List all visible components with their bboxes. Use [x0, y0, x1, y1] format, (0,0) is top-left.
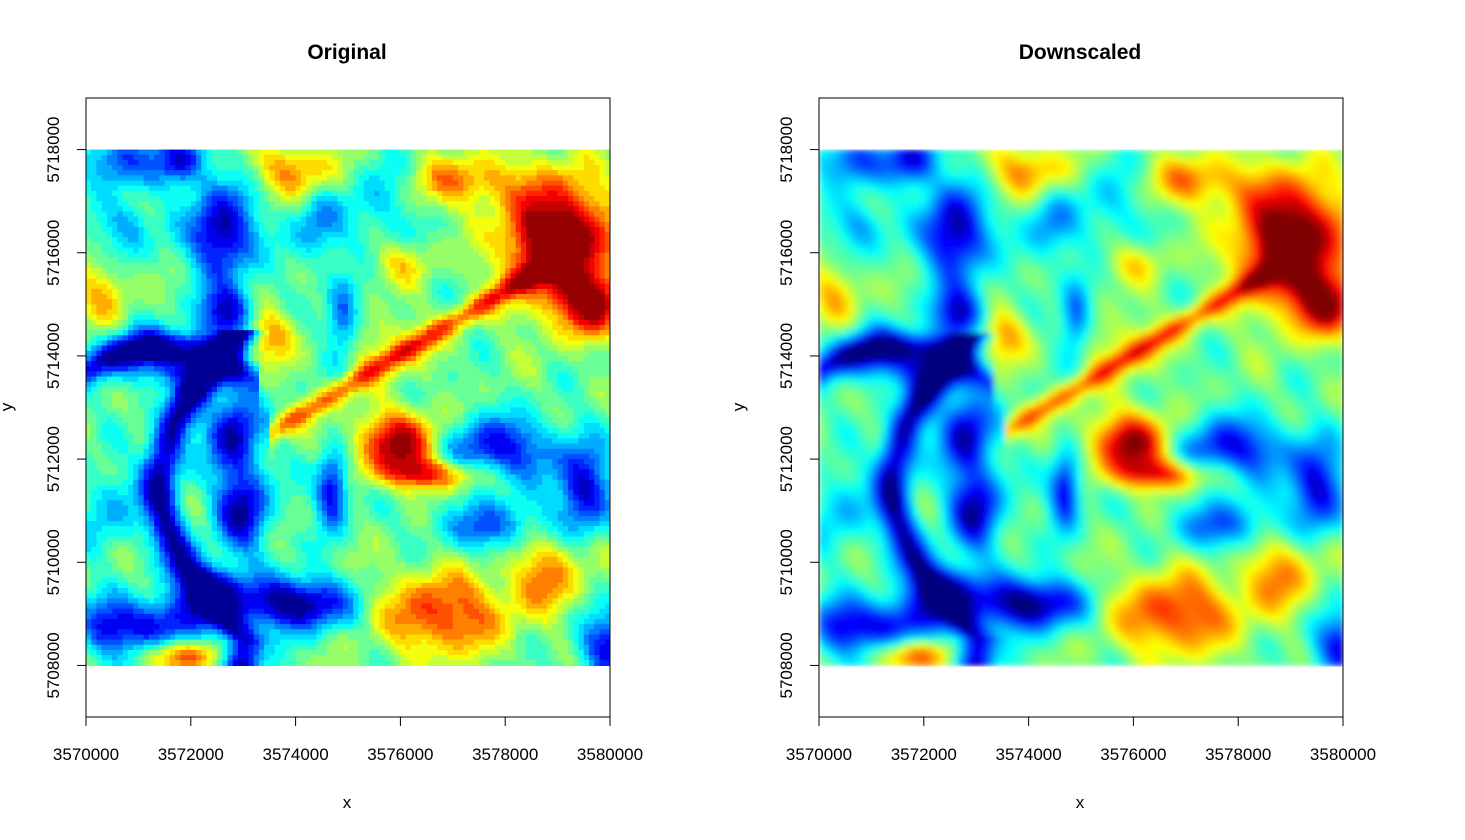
x-axis-label-downscaled: x — [1076, 793, 1085, 812]
x-tick-label: 3580000 — [1310, 745, 1376, 764]
raster-downscaled — [819, 149, 1343, 667]
y-axis-label-downscaled: y — [729, 402, 748, 411]
x-tick-label: 3580000 — [577, 745, 643, 764]
raster-original — [86, 149, 610, 667]
y-tick-label: 5708000 — [777, 632, 796, 698]
y-tick-label: 5716000 — [777, 220, 796, 286]
y-tick-label: 5714000 — [44, 323, 63, 389]
y-tick-label: 5716000 — [44, 220, 63, 286]
x-tick-label: 3570000 — [786, 745, 852, 764]
panel-original: Original 3570000 3572000 3574000 3576000 357… — [0, 41, 643, 812]
y-axis-label-original: y — [0, 402, 16, 411]
y-tick-label: 5714000 — [777, 323, 796, 389]
y-tick-label: 5718000 — [777, 116, 796, 182]
x-tick-label: 3576000 — [1100, 745, 1166, 764]
y-tick-label: 5710000 — [777, 529, 796, 595]
x-tick-label: 3574000 — [263, 745, 329, 764]
y-tick-label: 5708000 — [44, 632, 63, 698]
x-tick-label: 3578000 — [1205, 745, 1271, 764]
x-tick-label: 3572000 — [891, 745, 957, 764]
x-axis-original: 3570000 3572000 3574000 3576000 3578000 35800… — [53, 716, 643, 764]
x-axis-downscaled: 3570000 3572000 3574000 3576000 3578000 35800… — [786, 716, 1376, 764]
y-axis-downscaled: 5708000 5710000 5712000 5714000 5716000 57180… — [777, 116, 820, 699]
x-tick-label: 3570000 — [53, 745, 119, 764]
x-tick-label: 3574000 — [996, 745, 1062, 764]
x-tick-label: 3572000 — [158, 745, 224, 764]
y-tick-label: 5712000 — [777, 426, 796, 492]
x-tick-label: 3578000 — [472, 745, 538, 764]
y-axis-original: 5708000 5710000 5712000 5714000 5716000 57180… — [44, 116, 87, 699]
x-tick-label: 3576000 — [367, 745, 433, 764]
panel-downscaled: Downscaled 3570000 3572000 3574000 3576000 3… — [729, 41, 1376, 812]
y-tick-label: 5718000 — [44, 116, 63, 182]
chart-title-downscaled: Downscaled — [1019, 41, 1142, 64]
y-tick-label: 5712000 — [44, 426, 63, 492]
x-axis-label-original: x — [343, 793, 352, 812]
y-tick-label: 5710000 — [44, 529, 63, 595]
chart-title-original: Original — [307, 41, 386, 64]
